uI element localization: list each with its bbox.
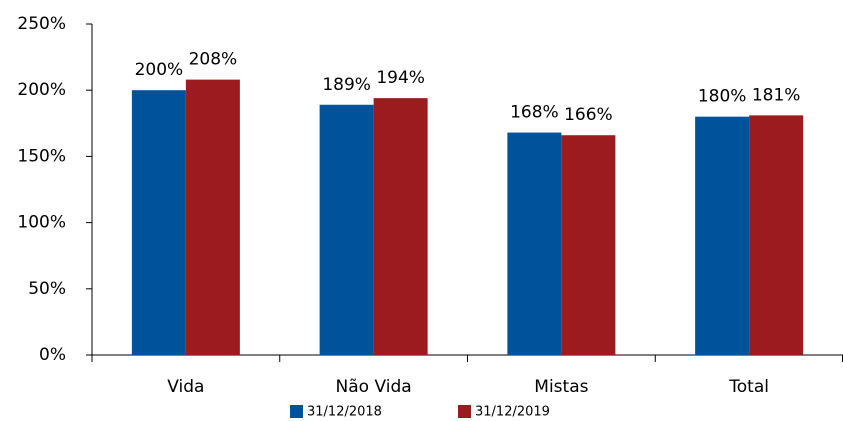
y-tick-label: 200% xyxy=(17,80,66,100)
y-tick-label: 250% xyxy=(17,14,66,34)
bar xyxy=(373,98,428,356)
value-label: 194% xyxy=(376,68,425,88)
bar xyxy=(319,104,374,355)
bar xyxy=(507,132,562,355)
bar xyxy=(131,90,186,355)
y-tick-label: 0% xyxy=(39,345,66,365)
y-tick-label: 150% xyxy=(17,146,66,166)
value-label: 208% xyxy=(189,50,238,70)
value-label: 168% xyxy=(510,103,559,123)
y-tick-label: 50% xyxy=(28,279,66,299)
legend-swatch xyxy=(290,405,303,418)
legend: 31/12/2018 xyxy=(307,405,382,420)
bar xyxy=(561,135,616,355)
x-tick-label: Vida xyxy=(167,377,204,397)
y-tick-label: 100% xyxy=(17,213,66,233)
bar xyxy=(695,116,750,356)
x-tick-label: Total xyxy=(728,377,769,397)
value-label: 200% xyxy=(135,60,184,80)
value-label: 181% xyxy=(752,85,801,105)
bar xyxy=(749,115,804,355)
legend: 31/12/2019 xyxy=(475,405,550,420)
legend-swatch xyxy=(458,405,471,418)
x-tick-label: Mistas xyxy=(534,377,588,397)
value-label: 189% xyxy=(322,75,371,95)
value-label: 166% xyxy=(564,105,613,125)
x-tick-label: Não Vida xyxy=(336,377,412,397)
value-label: 180% xyxy=(698,87,747,107)
bar xyxy=(185,79,240,355)
